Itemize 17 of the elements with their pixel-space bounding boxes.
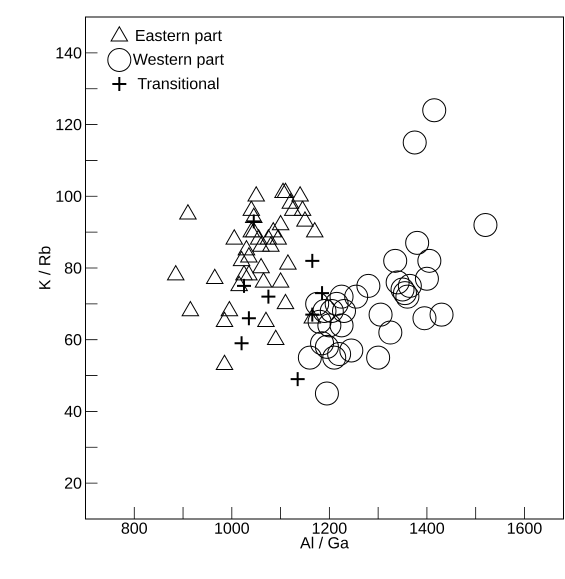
legend-label: Eastern part bbox=[136, 30, 222, 44]
y-tick-label: 20 bbox=[64, 477, 82, 489]
x-tick-label: 1200 bbox=[312, 522, 347, 534]
y-tick-label: 120 bbox=[56, 118, 82, 130]
y-tick-label: 80 bbox=[64, 262, 82, 274]
y-tick-label: 100 bbox=[56, 190, 82, 202]
legend-label: Transitional bbox=[138, 77, 218, 90]
x-tick-label: 1000 bbox=[215, 522, 249, 534]
y-tick-label: 40 bbox=[64, 406, 82, 418]
x-tick-label: 800 bbox=[122, 522, 147, 534]
y-axis-title: K / Rb bbox=[38, 246, 50, 289]
legend-label: Western part bbox=[132, 54, 224, 68]
y-tick-label: 140 bbox=[56, 47, 82, 59]
x-tick-label: 1600 bbox=[508, 522, 542, 534]
x-tick-label: 1400 bbox=[410, 522, 444, 534]
y-tick-label: 60 bbox=[64, 334, 82, 346]
x-axis-title: Al / Ga bbox=[300, 536, 349, 548]
